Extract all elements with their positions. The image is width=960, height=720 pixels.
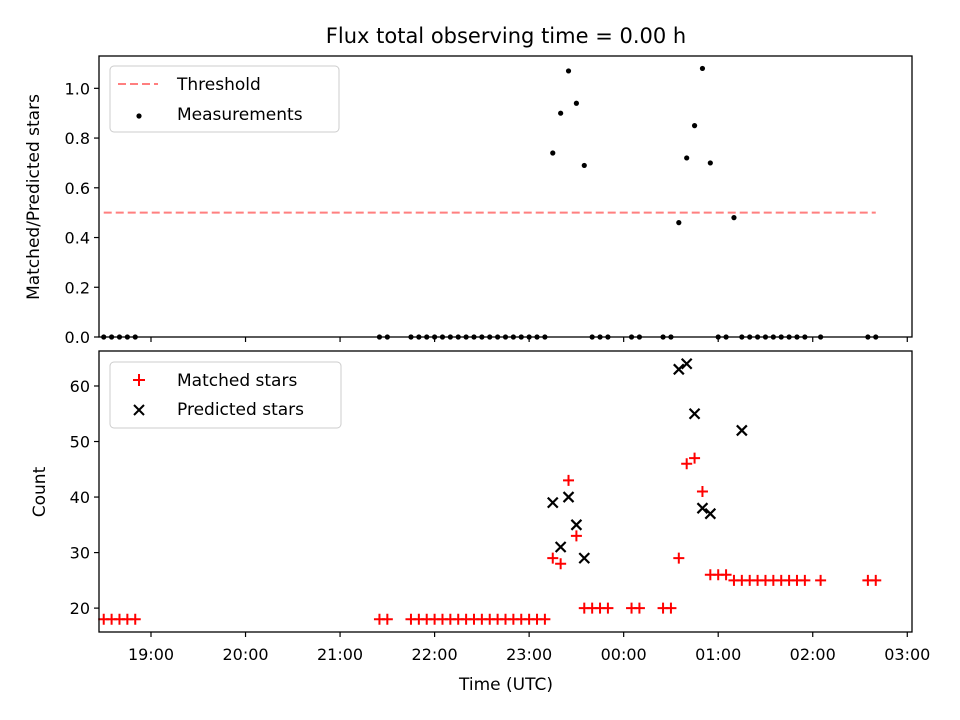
top-axes-frame <box>98 55 913 338</box>
predicted-star-point <box>680 357 693 370</box>
top-ytick-label: 0.4 <box>65 229 90 248</box>
top-ytick-label: 0.0 <box>65 328 90 347</box>
bottom-ylabel: Count <box>30 466 50 517</box>
measurement-point <box>707 160 713 166</box>
matched-star-point <box>815 574 827 586</box>
matched-star-point <box>563 474 575 486</box>
chart-title: Flux total observing time = 0.00 h <box>326 24 686 48</box>
measurement-point <box>731 215 737 221</box>
measurement-point <box>565 68 572 74</box>
top-legend-box <box>109 65 340 133</box>
legend-measurements-swatch <box>136 113 142 119</box>
matched-star-point <box>681 458 693 470</box>
predicted-star-point <box>688 407 701 420</box>
bottom-ytick-label: 20 <box>70 599 90 618</box>
xtick-label: 20:00 <box>222 645 268 664</box>
bottom-panel: 19:00 20:00 21:00 22:00 23:00 00:00 01:00 02:00… <box>30 350 931 695</box>
xtick-label: 19:00 <box>128 645 174 664</box>
xtick-label: 23:00 <box>506 645 552 664</box>
measurement-point <box>676 220 682 226</box>
measurement-point <box>573 100 580 106</box>
matched-star-point <box>673 552 685 564</box>
xtick-label: 22:00 <box>412 645 458 664</box>
matched-star-point <box>381 613 393 625</box>
bottom-xlabel: Time (UTC) <box>458 675 553 695</box>
measurement-point <box>699 65 706 72</box>
xtick-label: 01:00 <box>695 645 741 664</box>
xtick-label: 03:00 <box>884 645 930 664</box>
matched-star-point <box>602 602 614 614</box>
measurement-point <box>691 123 698 129</box>
top-ylabel: Matched/Predicted stars <box>24 94 44 300</box>
bottom-ytick-label: 30 <box>70 544 90 563</box>
legend-predicted-swatch <box>133 404 145 416</box>
bottom-ytick-label: 60 <box>70 377 90 396</box>
top-ytick-label: 0.2 <box>65 278 90 297</box>
top-ytick-label: 0.6 <box>65 179 90 198</box>
matched-star-point <box>555 558 567 570</box>
matched-star-point <box>547 552 559 564</box>
measurement-point <box>550 150 556 156</box>
matched-star-point <box>696 486 708 497</box>
measurement-point <box>581 162 587 169</box>
predicted-star-point <box>578 552 591 564</box>
bottom-axis-ticks: 19:00 20:00 21:00 22:00 23:00 00:00 01:00 02:00… <box>70 377 931 664</box>
legend-predicted-label: Predicted stars <box>177 400 304 420</box>
xtick-label: 00:00 <box>601 645 647 664</box>
top-axis-ticks: 0.0 0.2 0.4 0.6 0.8 1.0 <box>65 79 908 347</box>
bottom-ytick-label: 50 <box>70 433 90 452</box>
bottom-data-marks <box>98 357 882 625</box>
matched-star-point <box>689 452 701 464</box>
bottom-legend: Matched stars Predicted stars <box>109 361 342 429</box>
top-legend: Threshold Measurements <box>109 65 340 133</box>
predicted-star-point <box>736 424 748 437</box>
bottom-legend-box <box>109 361 342 429</box>
legend-matched-label: Matched stars <box>177 371 297 391</box>
top-panel: 0.0 0.2 0.4 0.6 0.8 1.0 Matched/Predicted sta… <box>24 55 913 347</box>
matched-star-point <box>633 602 645 614</box>
predicted-star-point <box>570 519 583 531</box>
matched-star-point <box>665 602 677 614</box>
matched-star-point <box>129 613 141 625</box>
predicted-star-point <box>696 502 709 514</box>
matched-star-point <box>539 613 551 625</box>
predicted-star-point <box>546 496 559 509</box>
predicted-star-point <box>704 507 717 520</box>
matched-star-point <box>570 530 582 542</box>
predicted-star-point <box>562 491 575 503</box>
legend-threshold-label: Threshold <box>176 75 261 95</box>
measurement-point <box>558 110 564 116</box>
predicted-star-point <box>554 541 567 553</box>
predicted-star-point <box>673 363 685 376</box>
measurement-point <box>684 155 690 161</box>
matched-star-point <box>799 574 811 586</box>
legend-measurements-label: Measurements <box>177 105 303 125</box>
bottom-axes-frame <box>98 350 913 633</box>
xtick-label: 02:00 <box>790 645 836 664</box>
legend-matched-swatch <box>133 374 145 386</box>
bottom-ytick-label: 40 <box>70 488 90 507</box>
top-ytick-label: 0.8 <box>65 129 90 148</box>
xtick-label: 21:00 <box>317 645 363 664</box>
matched-star-point <box>720 569 732 581</box>
matched-star-point <box>870 574 882 586</box>
top-ytick-label: 1.0 <box>65 79 90 98</box>
